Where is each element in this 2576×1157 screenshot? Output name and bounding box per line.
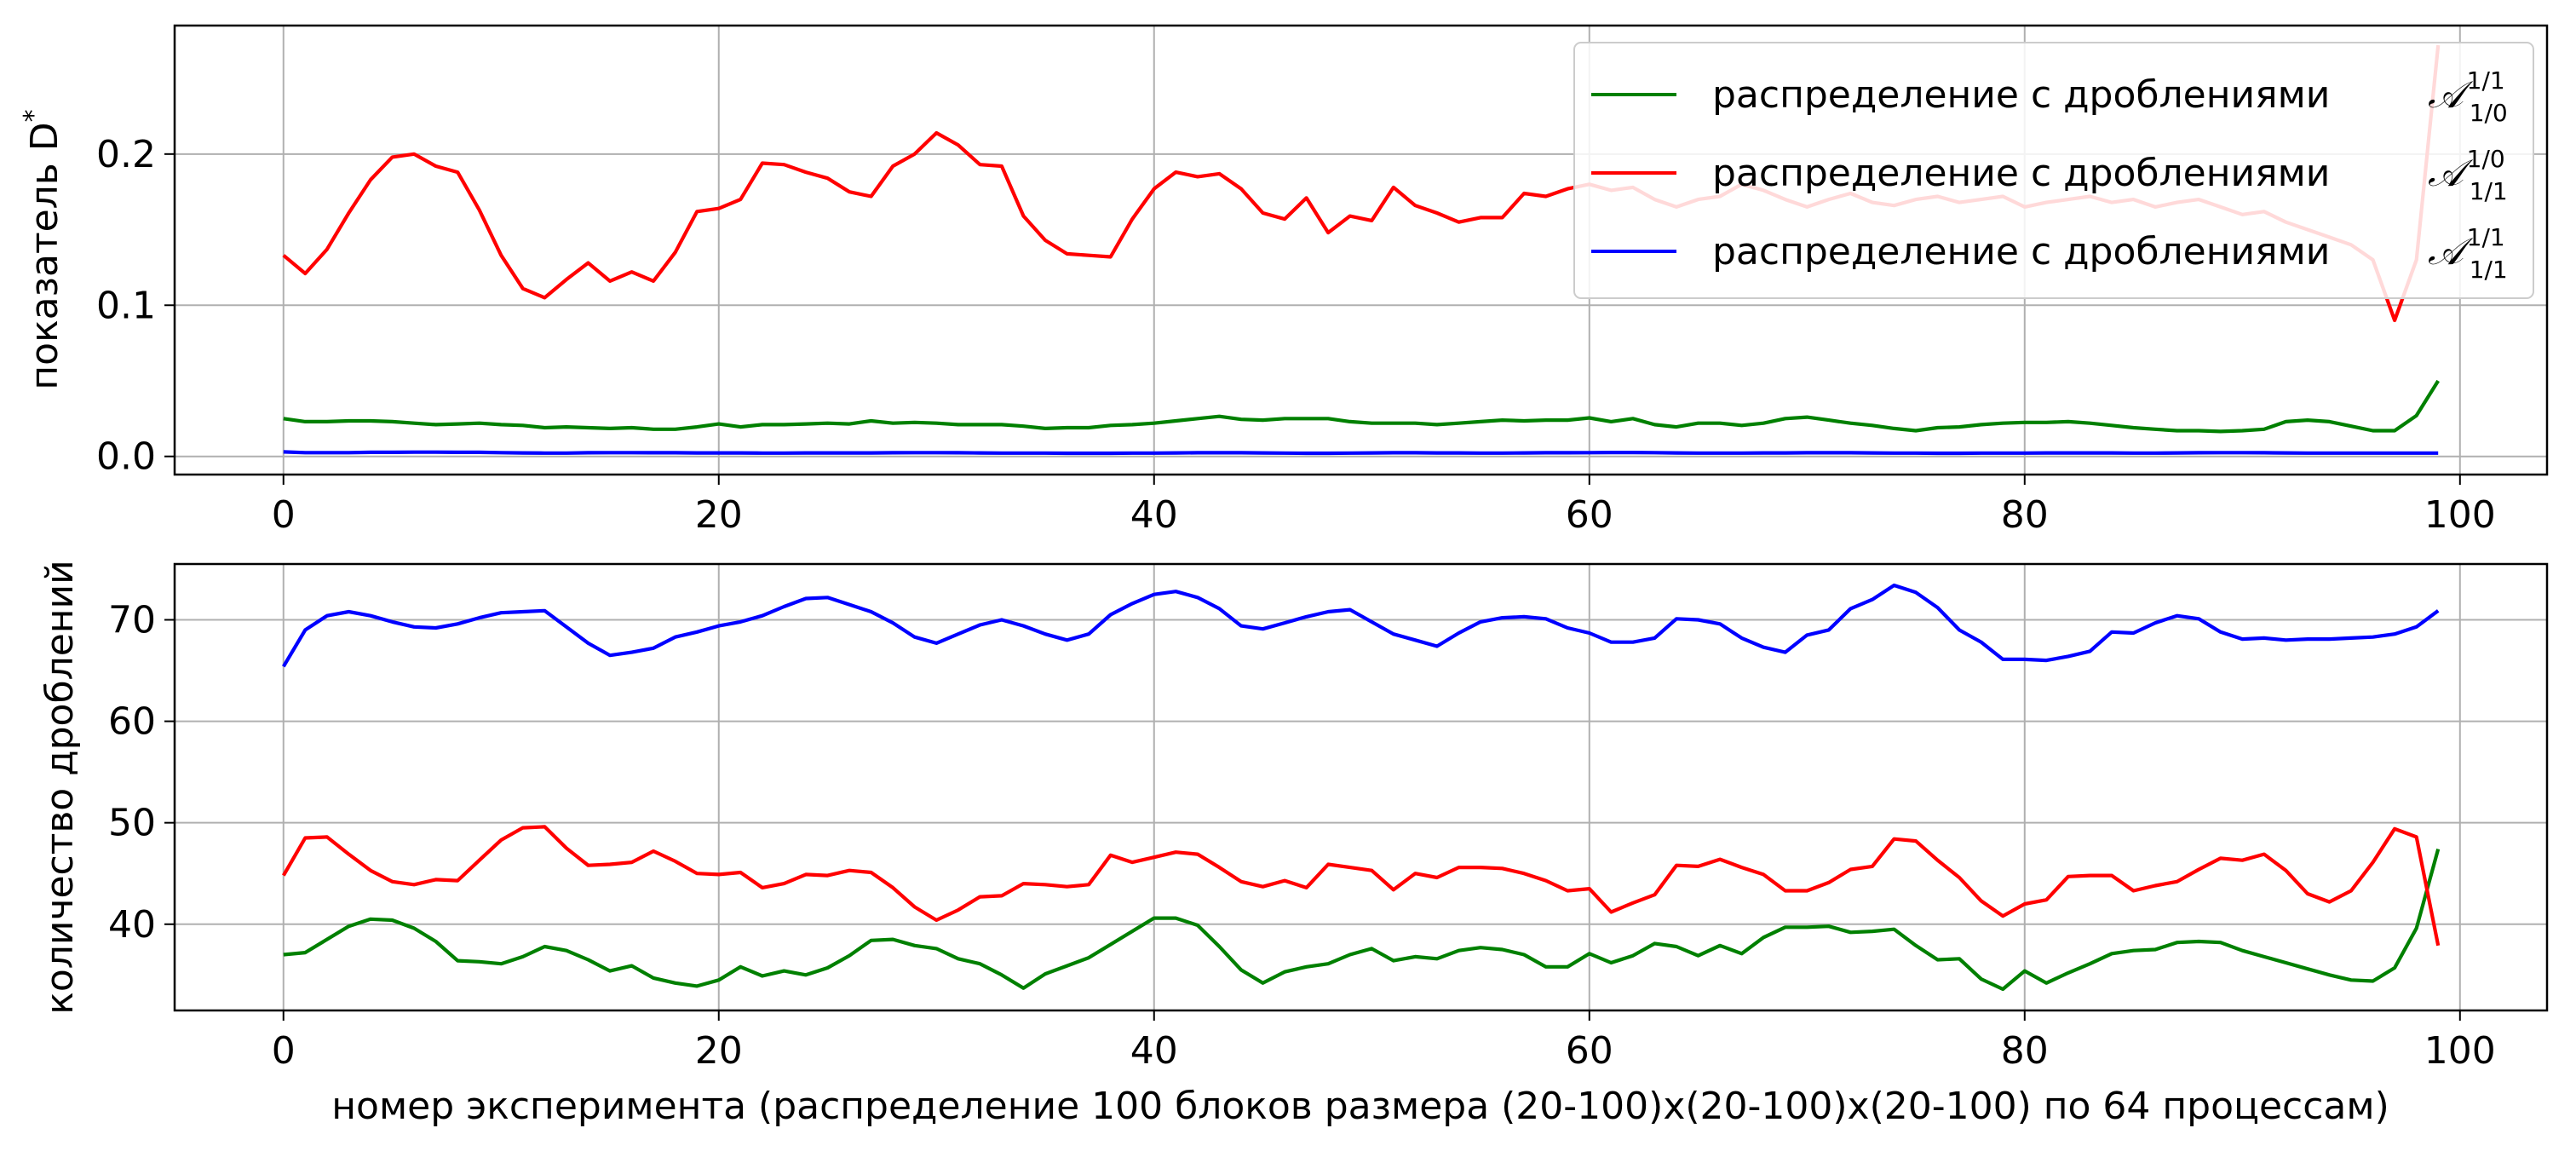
x-tick-label: 40 xyxy=(1130,493,1178,537)
y-tick-label: 50 xyxy=(108,802,156,845)
series-line xyxy=(281,583,2440,668)
x-axis-label: номер эксперимента (распределение 100 бл… xyxy=(331,1085,2389,1128)
legend-entry: распределение с дроблениями 𝒜 1/0 1/1 xyxy=(1591,145,2508,205)
x-tick-label: 60 xyxy=(1566,1029,1613,1073)
x-tick-label: 80 xyxy=(2001,1029,2049,1073)
top-y-axis-label: показатель D* xyxy=(19,109,66,389)
x-tick-label: 60 xyxy=(1566,493,1613,537)
y-tick-label: 0.0 xyxy=(96,435,156,479)
bottom-plot-frame xyxy=(173,562,2549,1012)
bottom-plot-area xyxy=(175,564,2547,1010)
legend: распределение с дроблениями 𝒜 1/1 1/0 расп… xyxy=(1573,42,2534,299)
x-tick-label: 80 xyxy=(2001,493,2049,537)
y-tick-label: 0.1 xyxy=(96,284,156,327)
series-line xyxy=(283,849,2441,992)
legend-label: распределение с дроблениями xyxy=(1712,230,2330,273)
y-tick-label: 60 xyxy=(108,700,156,744)
x-tick-label: 0 xyxy=(272,493,296,537)
series-line xyxy=(281,825,2441,947)
x-tick-label: 100 xyxy=(2424,1029,2496,1073)
y-tick-label: 40 xyxy=(108,903,156,947)
legend-label: распределение с дроблениями xyxy=(1712,73,2330,117)
y-tick-label: 70 xyxy=(108,599,156,642)
series-line xyxy=(283,379,2440,434)
x-tick-label: 20 xyxy=(695,493,743,537)
x-tick-label: 40 xyxy=(1130,1029,1178,1073)
y-tick-label: 0.2 xyxy=(96,133,156,176)
top-chart-panel: 0 20 40 60 80 100 0.0 0.1 0.2 показатель D* расп… xyxy=(19,24,2549,537)
legend-entry: распределение с дроблениями 𝒜 1/1 1/0 xyxy=(1591,66,2508,127)
legend-label: распределение с дроблениями xyxy=(1712,152,2330,195)
top-plot-frame xyxy=(173,24,2549,476)
x-tick-label: 0 xyxy=(272,1029,296,1073)
x-tick-label: 20 xyxy=(695,1029,743,1073)
bottom-chart-panel: 0 20 40 60 80 100 40 50 60 70 количество дроблени… xyxy=(38,560,2549,1128)
legend-box xyxy=(1573,42,2534,299)
x-tick-label: 100 xyxy=(2424,493,2496,537)
series-line xyxy=(283,450,2439,456)
bottom-y-axis-label: количество дроблений xyxy=(38,560,82,1015)
